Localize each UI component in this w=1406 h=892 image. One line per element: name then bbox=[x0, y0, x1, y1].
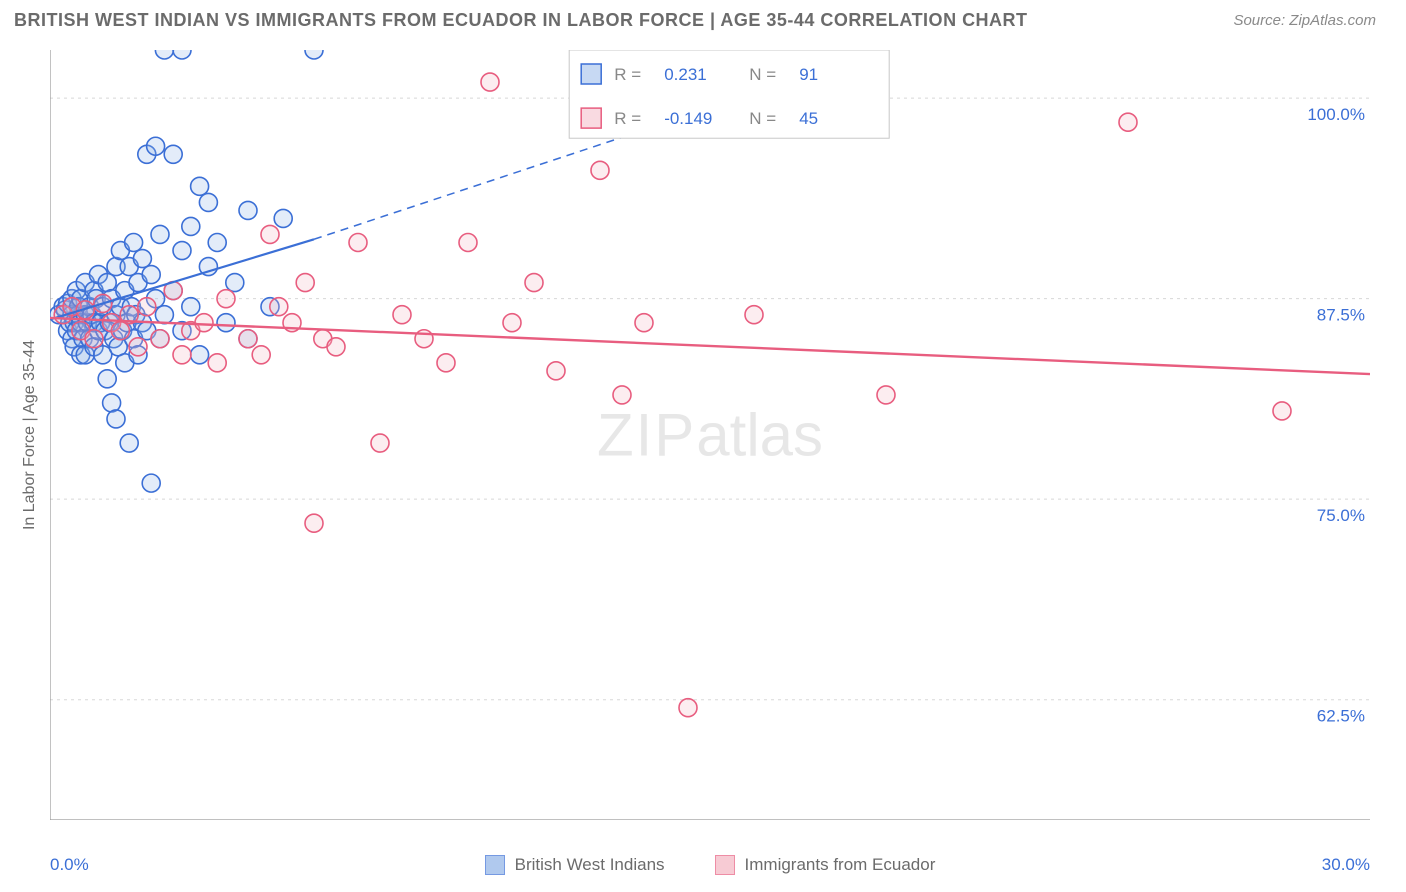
y-axis-label: In Labor Force | Age 35-44 bbox=[21, 340, 39, 530]
svg-text:N =: N = bbox=[749, 65, 776, 84]
svg-text:91: 91 bbox=[799, 65, 818, 84]
bottom-legend: British West Indians Immigrants from Ecu… bbox=[50, 855, 1370, 875]
svg-text:N =: N = bbox=[749, 109, 776, 128]
legend-swatch-a bbox=[485, 855, 505, 875]
legend-item-series-a: British West Indians bbox=[485, 855, 665, 875]
svg-text:45: 45 bbox=[799, 109, 818, 128]
source-attribution: Source: ZipAtlas.com bbox=[1233, 12, 1376, 29]
chart-title: BRITISH WEST INDIAN VS IMMIGRANTS FROM E… bbox=[14, 10, 1028, 31]
svg-text:75.0%: 75.0% bbox=[1317, 506, 1365, 525]
svg-text:R =: R = bbox=[614, 109, 641, 128]
chart-container: In Labor Force | Age 35-44 62.5%75.0%87.… bbox=[50, 50, 1370, 820]
svg-text:62.5%: 62.5% bbox=[1317, 707, 1365, 726]
legend-swatch-b bbox=[715, 855, 735, 875]
legend-item-series-b: Immigrants from Ecuador bbox=[715, 855, 936, 875]
legend-label-b: Immigrants from Ecuador bbox=[745, 855, 936, 875]
scatter-chart: 62.5% 75.0% 87.5% 100.0% R = 0.231 N = 91 R = -0.… bbox=[50, 50, 1370, 820]
svg-text:100.0%: 100.0% bbox=[1307, 105, 1365, 124]
svg-text:87.5%: 87.5% bbox=[1317, 306, 1365, 325]
svg-text:R =: R = bbox=[614, 65, 641, 84]
svg-text:0.231: 0.231 bbox=[664, 65, 707, 84]
svg-text:-0.149: -0.149 bbox=[664, 109, 712, 128]
legend-label-a: British West Indians bbox=[515, 855, 665, 875]
